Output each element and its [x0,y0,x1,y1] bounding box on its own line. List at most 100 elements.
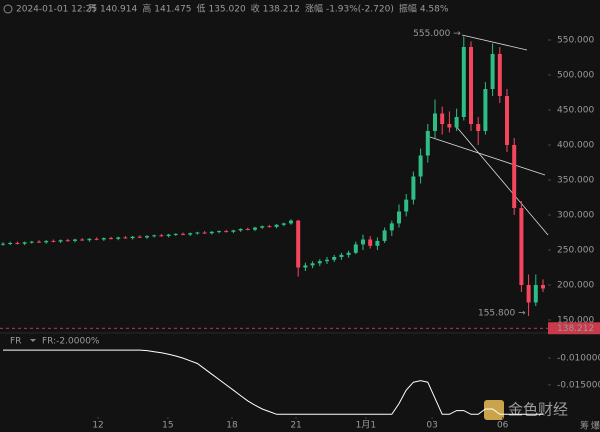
candle-body [368,239,373,246]
header-value: 140.914 [100,5,137,15]
candle-body [58,240,63,242]
candle-body [476,124,481,131]
candle-body [253,227,257,230]
watermark-text: 金色财经 [508,401,568,419]
y-tick-label: 250.000 [557,246,594,256]
candle-body [281,223,286,225]
candle-body [296,220,301,268]
candle-body [303,265,308,268]
watermark: 金色财经 [484,400,568,420]
candle-body [101,238,106,240]
candle-body [411,176,416,200]
candle-body [375,240,380,246]
header-label: 振幅 [399,3,417,15]
y-tick-label: 150.000 [557,316,594,326]
datetime: 2024-01-01 12:25 [16,5,97,15]
header-label: 低 [196,3,205,15]
indicator-name: FR [10,337,21,347]
candle-body [65,240,70,242]
candle-body [332,257,337,260]
candle-body [512,145,517,208]
trend-line [454,124,549,236]
candle-body [361,239,365,245]
y2-tick-label: -0.015000 [557,380,600,390]
candle-body [116,237,121,239]
header-value: 141.475 [154,5,191,15]
y-tick-label: 300.000 [557,211,594,221]
candle-body [483,89,488,131]
candle-body [29,241,34,243]
x-tick-label: 06 [497,421,509,431]
candle-body [181,233,185,235]
candle-body [397,211,401,224]
candle-body [325,259,329,262]
indicator-label: FR:-2.0000% [42,337,100,347]
candle-body [505,96,509,145]
candle-body [274,224,279,227]
dropdown-icon[interactable] [30,339,36,342]
candle-body [519,208,524,285]
icon [3,4,13,14]
candle-body [346,252,351,255]
candle-body [440,113,445,124]
candle-body [447,124,452,128]
candle-body [145,236,149,238]
x-tick-label: 12 [92,421,103,431]
candle-body [209,231,214,234]
corner-right[interactable]: 爆 [591,420,600,432]
y-tick-label: 550.000 [557,36,594,46]
candle-body [22,242,27,244]
trend-line [461,34,528,51]
candle-body [231,230,236,232]
candle-body [238,229,243,231]
corner-left[interactable]: 筹 [580,420,589,432]
y-tick-label: 500.000 [557,71,594,81]
annotation: 555.000 → [413,29,461,39]
candle-body [461,47,466,117]
candle-body [469,47,473,124]
candle-body [123,237,128,239]
candle-body [73,239,77,241]
candle-body [317,261,322,264]
candle-body [418,155,423,177]
candle-body [173,233,178,235]
candle-body [245,229,250,230]
candle-body [15,243,20,244]
candle-body [454,117,459,128]
candle-body [310,263,315,266]
candle-body [130,236,135,239]
candle-body [389,223,394,231]
candle-body [533,285,538,303]
candle-body [267,226,272,228]
header-value: 138.212 [263,5,300,15]
candle-body [425,131,430,156]
candle-body [51,240,56,242]
candle-body [541,285,545,289]
candle-body [217,231,221,233]
candle-body [44,240,49,243]
candle-body [137,236,142,238]
y-tick-label: 400.000 [557,141,594,151]
header-label: 高 [142,3,151,15]
candle-body [152,235,157,237]
y-tick-label: 200.000 [557,281,594,291]
header: 2024-01-01 12:25 开 140.914 高 141.475 低 135.02… [3,3,449,15]
candle-body [433,113,437,131]
x-tick-label: 18 [226,421,238,431]
candle-body [202,232,207,234]
x-tick-label: 1月1 [356,420,376,431]
y2-tick-label: -0.010000 [557,354,600,364]
annotation: 155.800 → [478,308,526,318]
last-price-box [548,322,600,335]
candle-body [1,243,5,245]
candle-body [260,226,265,228]
y-tick-label: 450.000 [557,106,594,116]
x-tick-label: 21 [290,421,301,431]
candle-body [526,285,531,303]
candle-body [37,241,41,243]
x-tick-label: 15 [162,421,173,431]
candle-body [490,54,495,89]
candle-body [109,238,113,240]
header-value: -1.93%(-2.720) [326,5,394,15]
